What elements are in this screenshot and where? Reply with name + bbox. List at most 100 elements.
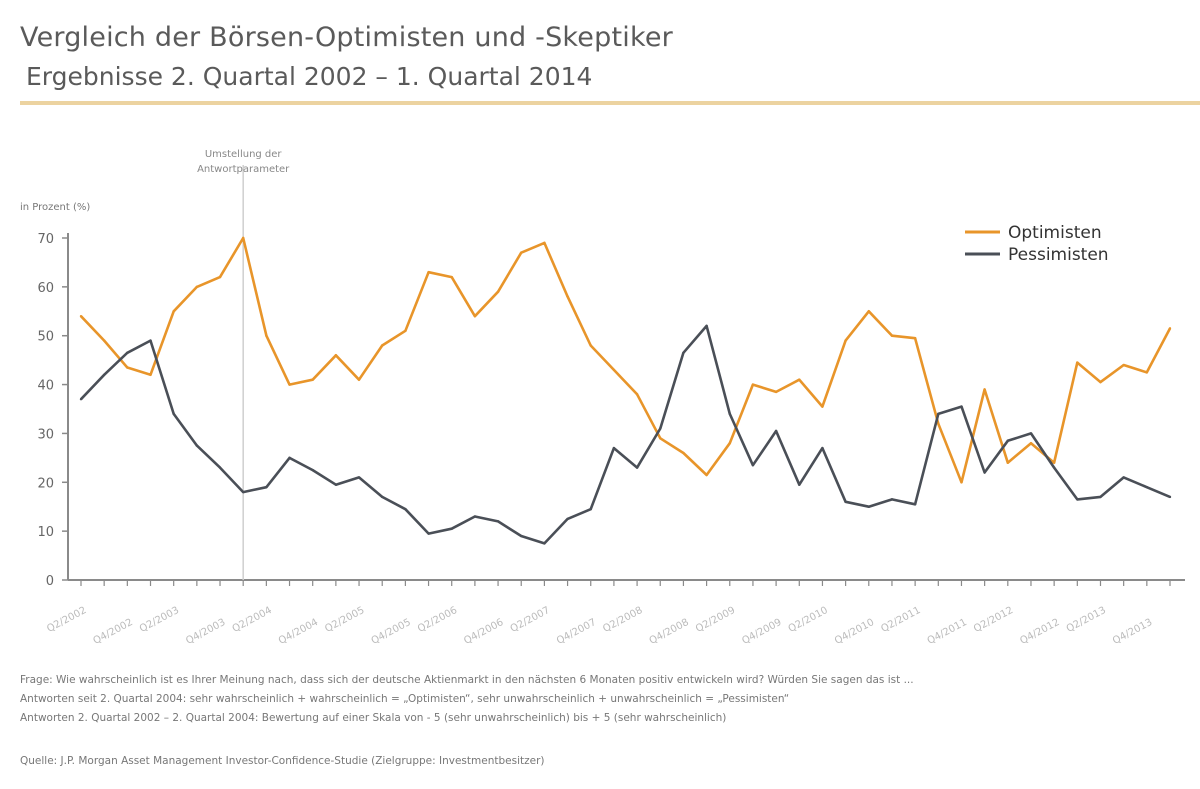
y-tick-label: 10 [37,525,54,540]
data-point-pessimisten [149,339,152,342]
data-point-optimisten [241,236,245,240]
data-point-optimisten [589,344,592,347]
data-point-optimisten [1029,442,1033,445]
data-point-optimisten [867,310,870,313]
x-tick-label: Q2/2005 [323,605,366,635]
data-point-pessimisten [566,517,569,521]
data-point-optimisten [728,442,731,445]
data-point-optimisten [427,271,430,274]
data-point-pessimisten [1029,432,1033,435]
data-point-optimisten [195,285,199,289]
data-point-optimisten [844,339,847,342]
data-point-pessimisten [520,534,523,538]
data-point-optimisten [404,329,407,333]
data-point-pessimisten [774,429,778,433]
data-point-optimisten [960,481,963,484]
legend-label-optimisten: Optimisten [1008,223,1102,243]
series-line-optimisten [80,236,1172,484]
data-point-pessimisten [450,527,453,530]
data-point-pessimisten [589,507,592,511]
y-tick-label: 20 [37,476,54,491]
annotation-line-1: Umstellung der [205,149,283,160]
data-point-pessimisten [195,444,199,447]
data-point-optimisten [1076,361,1079,364]
title-divider [20,101,1200,105]
data-point-pessimisten [705,324,708,328]
data-point-optimisten [473,314,477,318]
data-point-pessimisten [1168,495,1172,499]
x-tick-label: Q2/2012 [972,605,1015,635]
data-point-optimisten [983,388,986,391]
data-point-optimisten [520,251,523,254]
data-point-pessimisten [659,427,662,430]
data-point-pessimisten [1122,476,1125,479]
x-tick-label: Q2/2013 [1065,605,1108,635]
data-point-pessimisten [983,471,986,474]
data-point-pessimisten [635,466,639,469]
data-point-optimisten [149,373,152,376]
chart-title: Vergleich der Börsen-Optimisten und -Ske… [20,22,673,53]
x-tick-label: Q4/2008 [648,617,691,647]
data-point-optimisten [774,390,778,394]
data-point-pessimisten [288,456,291,460]
x-tick-label: Q2/2003 [138,605,181,635]
data-point-pessimisten [728,412,731,416]
x-tick-label: Q4/2006 [462,617,505,647]
series-line-pessimisten [80,324,1171,545]
source-note: Quelle: J.P. Morgan Asset Management Inv… [20,755,545,767]
data-point-optimisten [334,354,338,357]
data-point-pessimisten [381,495,384,499]
data-point-optimisten [496,290,500,293]
x-tick-label: Q4/2002 [92,617,135,647]
data-point-pessimisten [334,483,338,486]
data-point-pessimisten [1145,485,1149,489]
data-point-pessimisten [126,351,129,355]
data-point-optimisten [172,310,175,313]
y-tick-label: 50 [37,330,54,345]
data-point-optimisten [1168,327,1172,330]
annotation-line-2: Antwortparameter [197,164,290,175]
data-point-pessimisten [172,412,175,416]
y-tick-label: 30 [37,427,54,442]
x-tick-label: Q2/2006 [416,605,459,635]
data-point-optimisten [612,368,616,372]
data-point-pessimisten [311,468,314,472]
data-point-optimisten [1099,380,1102,384]
data-point-pessimisten [79,398,83,401]
x-tick-label: Q2/2010 [787,605,830,635]
footnote-answers-old: Antworten 2. Quartal 2002 – 2. Quartal 2… [20,712,727,724]
data-point-optimisten [821,405,824,408]
data-point-optimisten [381,344,384,347]
data-point-optimisten [265,334,268,337]
x-tick-label: Q4/2007 [555,617,598,647]
data-point-optimisten [1145,371,1149,374]
footnote-question: Frage: Wie wahrscheinlich ist es Ihrer M… [20,674,914,686]
chart-subtitle: Ergebnisse 2. Quartal 2002 – 1. Quartal … [26,62,593,91]
data-point-pessimisten [821,446,824,450]
x-tick-label: Q4/2009 [740,617,783,647]
data-point-optimisten [1006,461,1010,464]
data-point-pessimisten [404,507,407,511]
y-axis-label: in Prozent (%) [20,202,90,213]
data-point-pessimisten [867,505,870,508]
footnote-answers-new: Antworten seit 2. Quartal 2004: sehr wah… [20,693,790,705]
data-point-pessimisten [496,520,500,523]
data-point-pessimisten [1052,466,1056,469]
legend-label-pessimisten: Pessimisten [1008,245,1109,265]
x-tick-label: Q4/2013 [1111,617,1154,647]
data-point-pessimisten [844,500,847,504]
x-tick-label: Q4/2010 [833,617,876,647]
y-tick-label: 40 [37,379,54,394]
data-point-optimisten [751,383,755,386]
data-point-pessimisten [218,466,222,469]
data-point-optimisten [218,275,222,279]
data-point-pessimisten [751,463,755,467]
data-point-pessimisten [612,446,616,450]
data-point-optimisten [566,295,569,298]
data-point-optimisten [913,336,917,340]
data-point-pessimisten [1076,498,1079,501]
data-point-optimisten [543,241,546,245]
data-point-pessimisten [937,412,940,416]
